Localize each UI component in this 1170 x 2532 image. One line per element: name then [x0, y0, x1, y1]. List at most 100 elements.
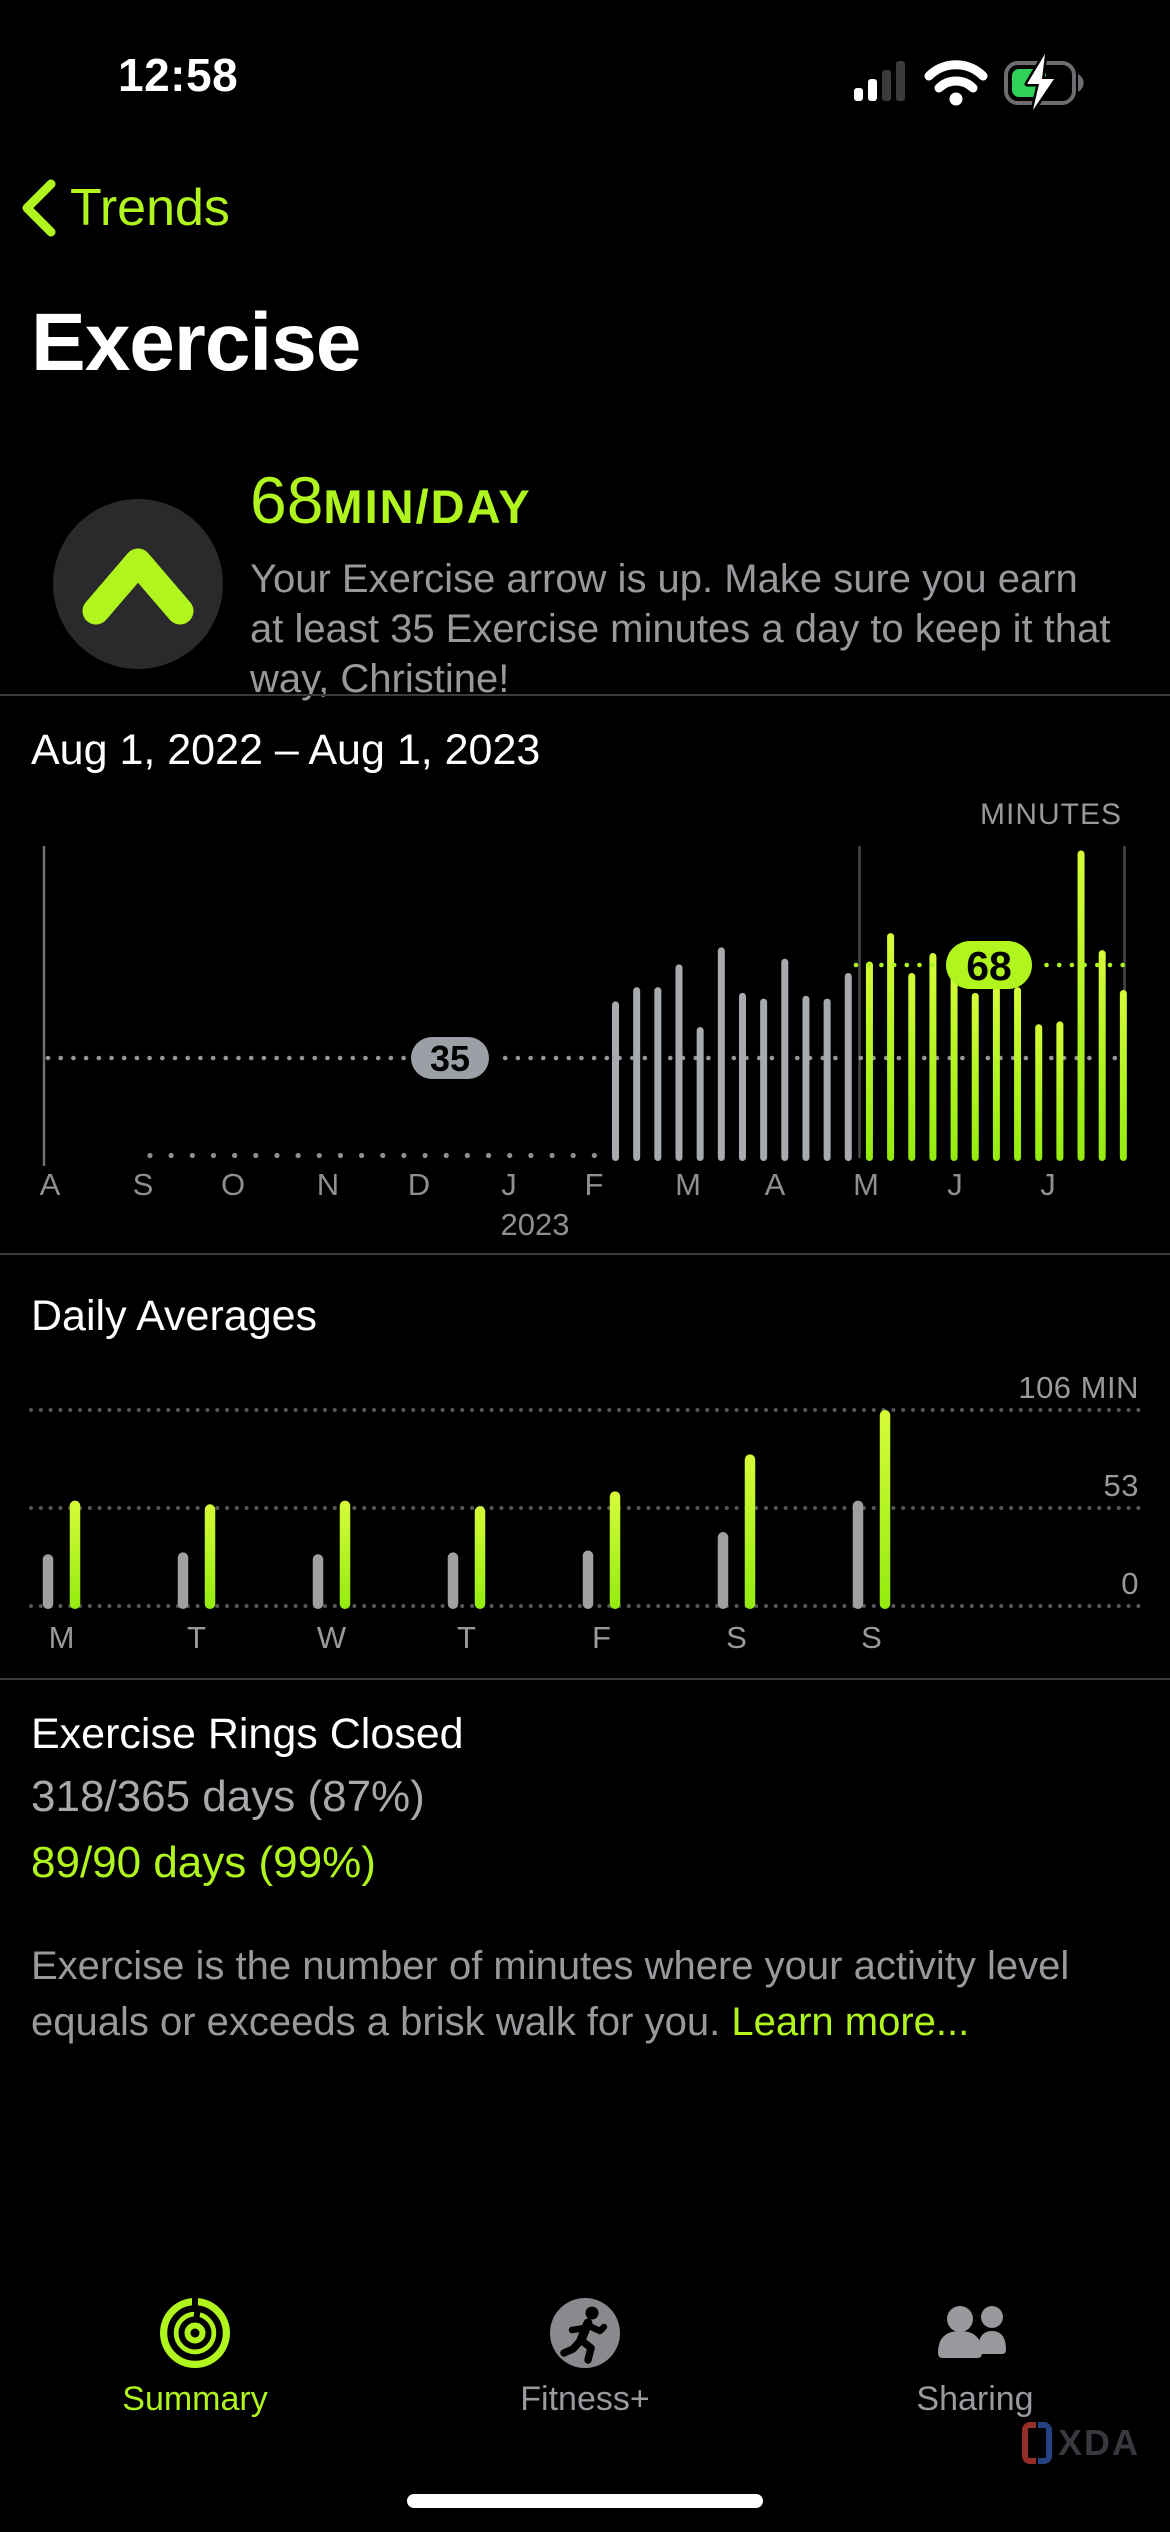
gridline-dot — [1107, 1408, 1111, 1413]
no-data-tick — [422, 1152, 428, 1159]
status-icons — [854, 51, 1084, 113]
gridline-dot — [440, 1604, 445, 1608]
back-button-trends[interactable]: Trends — [20, 178, 230, 238]
gridline-dot — [822, 1408, 827, 1413]
year-label: 2023 — [501, 1207, 570, 1242]
weekly-bar-gray — [717, 947, 725, 1161]
no-data-tick — [359, 1152, 365, 1159]
gridline-dot — [293, 1604, 298, 1608]
gridline-dot — [87, 1408, 92, 1413]
gridline-dot — [97, 1506, 102, 1511]
gridline-dot — [303, 1408, 308, 1413]
gridline-dot — [901, 1408, 906, 1413]
gridline-dot — [1038, 1408, 1043, 1413]
gridline-dot — [225, 1506, 229, 1511]
no-data-tick — [337, 1152, 344, 1159]
gridline-dot — [1009, 1506, 1013, 1511]
gridline-dot — [607, 1408, 612, 1413]
daily-bar-gray — [717, 1532, 729, 1609]
gridline-dot — [852, 1408, 857, 1413]
trend-value-row: 68 MIN/DAY — [250, 462, 1120, 538]
no-data-tick — [168, 1152, 174, 1159]
gridline-dot — [127, 1408, 131, 1413]
no-data-tick — [210, 1152, 217, 1159]
gridline-dot — [293, 1408, 298, 1413]
gridline-dot — [97, 1604, 102, 1608]
avg-35-dotted-line — [566, 1055, 571, 1061]
gridline-dot — [156, 1506, 161, 1511]
gridline-dot — [636, 1408, 641, 1413]
avg-35-dotted-line — [375, 1055, 381, 1061]
avg-68-dotted-line — [891, 962, 897, 968]
month-label: D — [408, 1167, 430, 1202]
weekly-bar-green — [1035, 1024, 1043, 1161]
gridline-dot — [254, 1604, 259, 1608]
tab-summary[interactable]: Summary — [45, 2296, 345, 2419]
gridline-dot — [989, 1506, 994, 1511]
weekly-bar-green — [971, 992, 979, 1161]
gridline-dot — [440, 1506, 445, 1511]
daily-bar-green — [609, 1491, 621, 1609]
daily-averages-title: Daily Averages — [31, 1292, 318, 1340]
wifi-icon — [924, 60, 988, 106]
daily-averages-chart[interactable]: 0 53 106 MIN M T W T F S S — [0, 1360, 1170, 1660]
gridline-dot — [734, 1506, 739, 1511]
gridline-dot — [793, 1408, 798, 1413]
weekly-exercise-chart[interactable]: 35 68 A S O N D J F M A M J J 2023 — [0, 830, 1170, 1250]
avg-68-dotted-line — [1056, 962, 1062, 968]
day-label: F — [592, 1620, 611, 1655]
home-indicator[interactable] — [407, 2494, 763, 2508]
avg-35-dotted-line — [896, 1055, 902, 1061]
gridline-dot — [274, 1604, 278, 1608]
tab-fitness-plus-label: Fitness+ — [520, 2380, 650, 2418]
gridline-dot — [430, 1506, 435, 1511]
avg-35-dotted-line — [731, 1055, 737, 1061]
gridline-dot — [1087, 1604, 1092, 1608]
gridline-dot — [764, 1604, 768, 1608]
gridline-dot — [195, 1604, 200, 1608]
day-label: T — [187, 1620, 206, 1655]
rings-closed-title: Exercise Rings Closed — [31, 1710, 464, 1758]
gridline-dot — [783, 1506, 788, 1511]
tab-sharing[interactable]: Sharing — [825, 2296, 1125, 2419]
gridline-dot — [960, 1506, 964, 1511]
avg-35-dotted-line — [528, 1055, 533, 1061]
gridline-dot — [911, 1506, 915, 1511]
gridline-dot — [499, 1408, 504, 1413]
avg-68-dotted-line — [866, 962, 871, 968]
gridline-dot — [58, 1506, 63, 1511]
gridline-dot — [1116, 1408, 1121, 1413]
gridline-dot — [58, 1604, 63, 1608]
gridline-dot — [1018, 1408, 1023, 1413]
gridline-dot — [342, 1408, 347, 1413]
gridline-dot — [1126, 1408, 1131, 1413]
gridline-dot — [969, 1408, 974, 1413]
gridline-dot — [1087, 1408, 1092, 1413]
gridline-dot — [538, 1408, 543, 1413]
avg-35-dotted-line — [579, 1055, 584, 1061]
gridline-dot — [254, 1506, 259, 1511]
gridline-dot — [401, 1604, 406, 1608]
gridline-dot — [117, 1408, 122, 1413]
gridline-dot — [705, 1408, 710, 1413]
gridline-dot — [332, 1408, 337, 1413]
gridline-dot — [166, 1408, 171, 1413]
gridline-dot — [479, 1408, 484, 1413]
gridline-dot — [1097, 1506, 1102, 1511]
gridline-dot — [783, 1604, 788, 1608]
month-label: N — [317, 1167, 339, 1202]
tab-fitness-plus[interactable]: Fitness+ — [435, 2296, 735, 2419]
gridline-dot — [793, 1604, 798, 1608]
gridline-dot — [950, 1506, 955, 1511]
gridline-dot — [1107, 1506, 1111, 1511]
weekly-bar-green — [887, 933, 895, 1161]
gridline-dot — [558, 1408, 563, 1413]
avg-35-dotted-line — [160, 1055, 165, 1061]
avg-35-dotted-line — [312, 1055, 318, 1061]
learn-more-link[interactable]: Learn more... — [731, 2000, 970, 2044]
no-data-tick — [528, 1152, 534, 1159]
page-title: Exercise — [31, 297, 361, 388]
gridline-dot — [705, 1506, 710, 1511]
gridline-dot — [675, 1604, 680, 1608]
gridline-dot — [293, 1506, 298, 1511]
